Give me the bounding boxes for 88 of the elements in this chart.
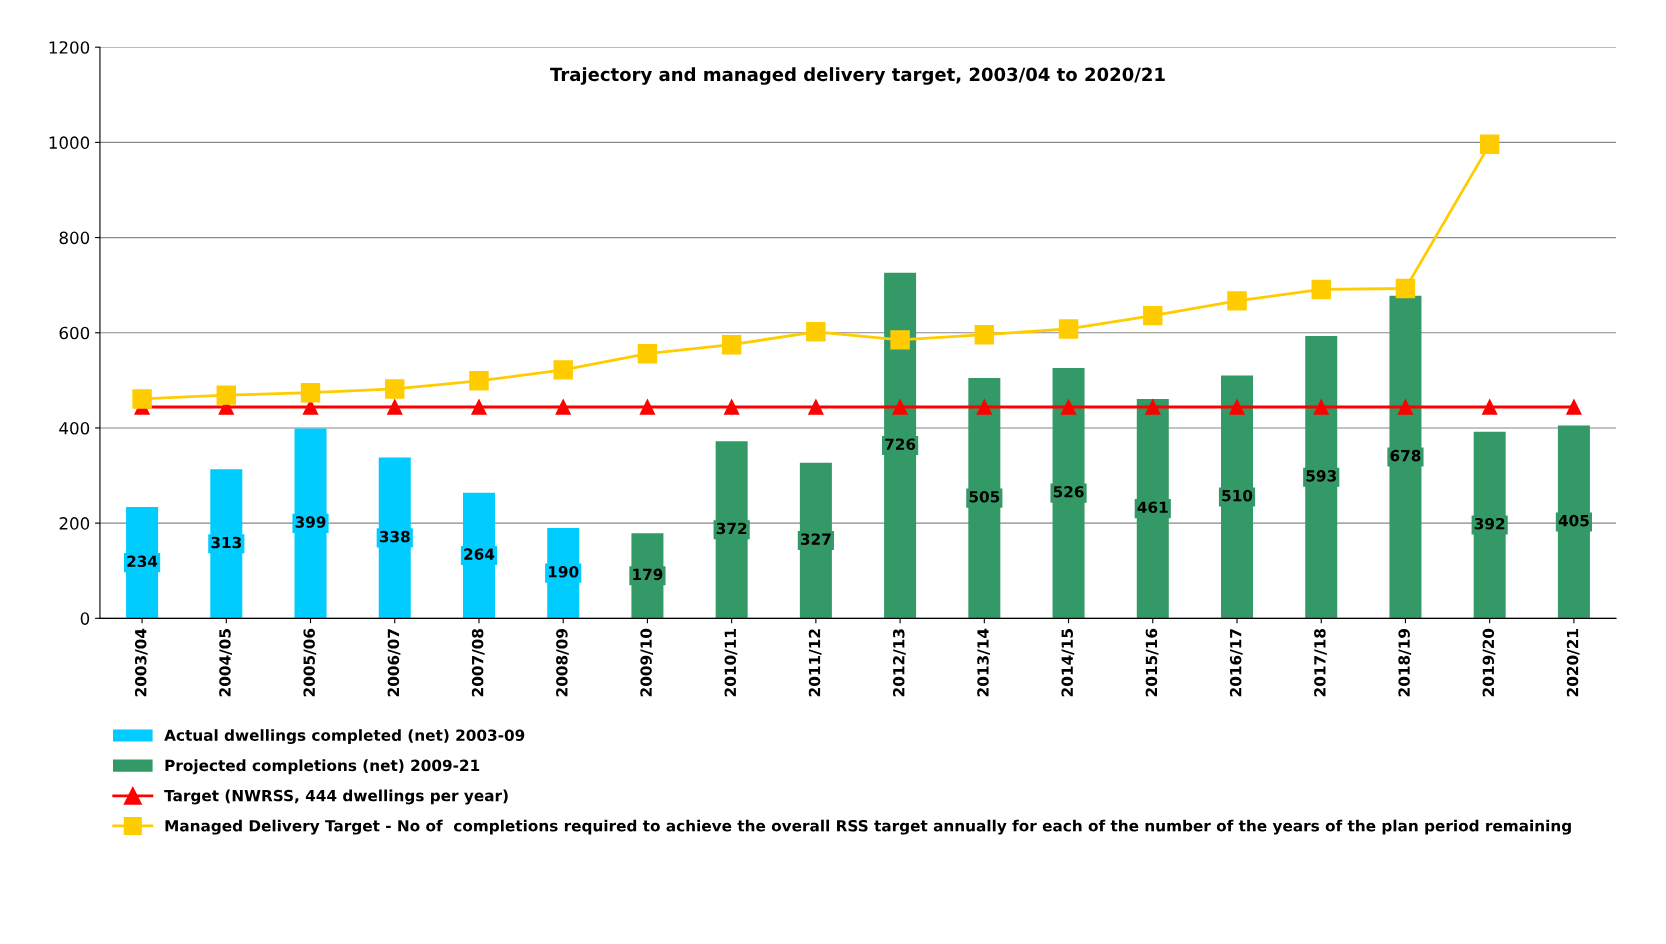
- point: [216, 385, 237, 405]
- bar: [968, 377, 1001, 619]
- point: [1397, 399, 1414, 415]
- point: [1311, 279, 1331, 300]
- x-tick-label: 2017/18: [1314, 628, 1327, 697]
- point: [1313, 399, 1329, 415]
- data-label: 505: [969, 491, 1000, 503]
- point: [1229, 399, 1245, 415]
- point: [637, 343, 658, 364]
- x-tick-label: 2019/20: [1482, 628, 1496, 697]
- data-label: 678: [1390, 449, 1421, 462]
- point: [385, 379, 405, 399]
- data-label: 190: [548, 565, 579, 578]
- data-label: 461: [1137, 501, 1168, 514]
- point: [555, 399, 571, 415]
- point: [808, 399, 824, 415]
- x-tick-label: 2018/19: [1398, 629, 1412, 697]
- point: [471, 399, 487, 415]
- x-tick-label: 2020/21: [1566, 629, 1580, 697]
- data-label: 179: [633, 568, 663, 581]
- legend-label: Actual dwellings completed (net) 2003-09: [164, 729, 525, 745]
- data-label: 726: [885, 438, 916, 450]
- x-tick-label: 2005/06: [303, 628, 317, 697]
- point: [300, 383, 321, 403]
- data-label: 234: [127, 555, 158, 568]
- y-tick-label: 200: [59, 517, 90, 530]
- x-tick-label: 2003/04: [134, 628, 148, 697]
- x-tick-label: 2008/09: [556, 629, 569, 697]
- data-label: 405: [1558, 514, 1589, 527]
- bar: [1557, 425, 1590, 619]
- bar: [884, 272, 917, 619]
- data-label: 264: [464, 548, 495, 560]
- point: [1395, 278, 1416, 299]
- x-tick-label: 2012/13: [892, 629, 906, 697]
- data-label: 327: [800, 533, 831, 545]
- bar: [1052, 367, 1085, 619]
- point: [806, 322, 826, 342]
- point: [890, 330, 910, 350]
- data-label: 399: [295, 516, 326, 528]
- point: [892, 399, 908, 415]
- x-tick-label: 2009/10: [640, 628, 654, 697]
- y-tick-label: 1000: [49, 136, 90, 149]
- point: [1227, 291, 1247, 311]
- x-tick-label: 2014/15: [1061, 629, 1075, 697]
- data-label: 313: [211, 536, 242, 549]
- point: [469, 371, 489, 391]
- point: [976, 399, 992, 415]
- data-label: 526: [1053, 486, 1084, 498]
- text: Trajectory and managed delivery target, 2003/04 to 2020/21: [550, 67, 1165, 85]
- y-tick-label: 400: [59, 421, 90, 435]
- y-tick-label: 1200: [49, 41, 90, 54]
- x-tick-label: 2010/11: [724, 629, 738, 697]
- point: [721, 334, 742, 355]
- data-label: 372: [716, 522, 747, 535]
- point: [724, 399, 740, 415]
- y-tick-label: 0: [80, 612, 90, 625]
- x-tick-label: 2011/12: [808, 629, 822, 697]
- data-label: 593: [1306, 470, 1336, 482]
- data-label: 510: [1222, 489, 1253, 502]
- point: [1060, 399, 1077, 415]
- bar: [1136, 398, 1169, 619]
- y-tick-label: 600: [59, 326, 90, 340]
- point: [1058, 319, 1079, 339]
- data-label: 392: [1474, 517, 1505, 530]
- x-tick-label: 2006/07: [387, 629, 401, 697]
- point: [553, 360, 573, 380]
- x-tick-label: 2007/08: [471, 628, 485, 697]
- x-tick-label: 2004/05: [219, 629, 232, 697]
- bar: [1389, 295, 1422, 619]
- point: [1566, 399, 1582, 415]
- point: [1482, 399, 1498, 415]
- point: [387, 399, 403, 415]
- point: [1145, 399, 1161, 415]
- point: [1479, 134, 1500, 155]
- legend-label: Managed Delivery Target - No of completions required to achieve the overall RSS target annually for each of the number of the years of the plan period remaining: [165, 819, 1571, 835]
- point: [974, 324, 995, 345]
- point: [1143, 305, 1163, 326]
- bar: [1305, 336, 1338, 619]
- x-tick-label: 2015/16: [1145, 628, 1159, 697]
- data-label: 338: [379, 530, 410, 543]
- x-tick-label: 2013/14: [977, 628, 990, 697]
- legend-label: Projected completions (net) 2009-21: [165, 759, 480, 775]
- legend-label: Target (NWRSS, 444 dwellings per year): [164, 789, 508, 805]
- bar: [294, 428, 327, 619]
- point: [639, 399, 656, 415]
- y-tick-label: 800: [59, 231, 90, 245]
- point: [132, 389, 152, 409]
- x-tick-label: 2016/17: [1229, 629, 1243, 697]
